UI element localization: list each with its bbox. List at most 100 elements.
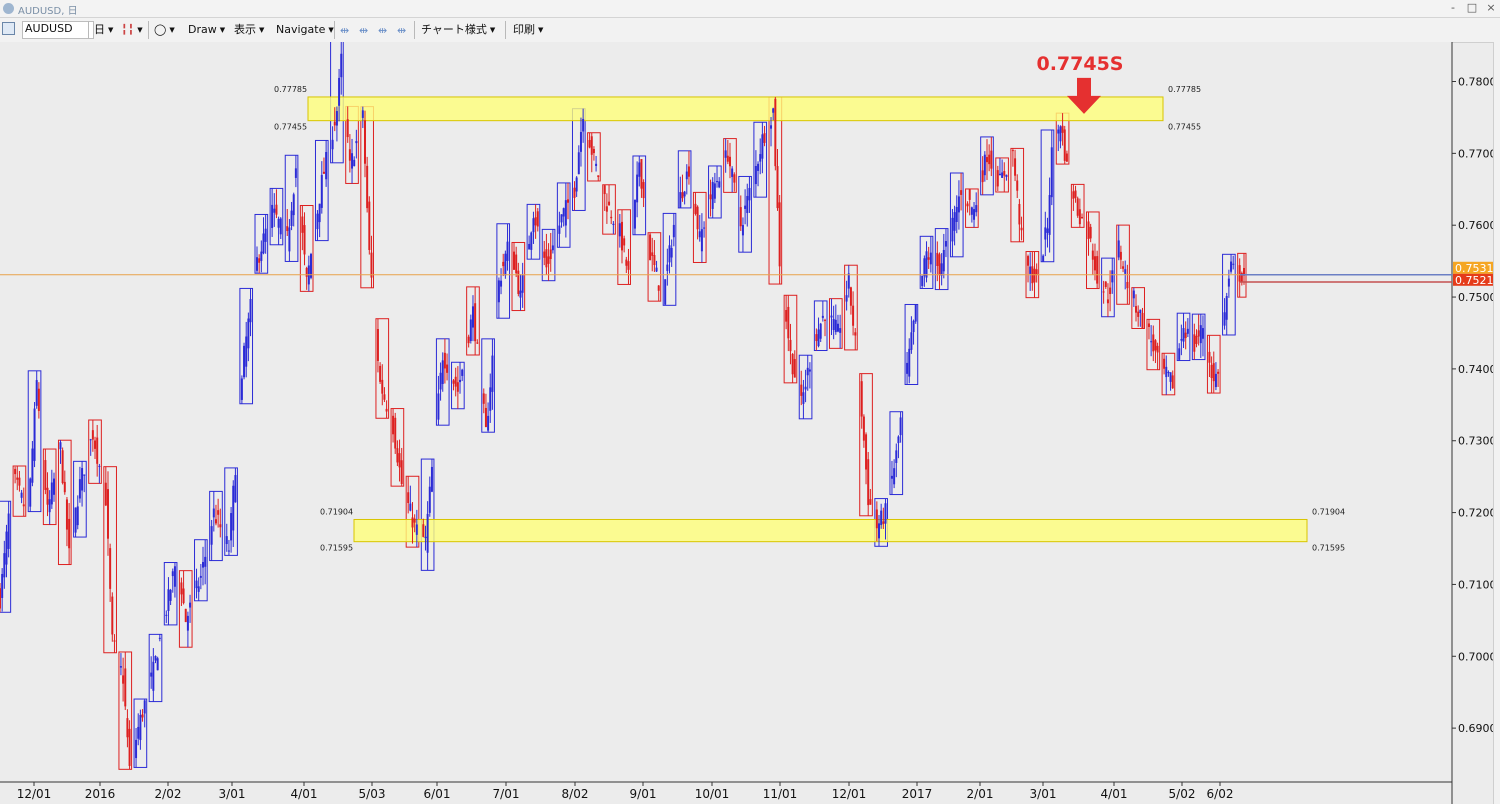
candlestick-chart[interactable]: 0.77785 0.77455 0.77785 0.77455 0.71904 0.715…	[0, 42, 1493, 804]
bullish-candle	[562, 207, 565, 227]
bearish-candle	[776, 149, 779, 211]
bullish-candle	[240, 375, 243, 404]
minimize-button[interactable]: -	[1451, 1, 1455, 14]
navigate-menu[interactable]: Navigate ▼	[276, 23, 334, 37]
bearish-candle	[1061, 113, 1064, 146]
weekly-range-box	[314, 139, 329, 242]
bullish-candle	[1111, 258, 1114, 294]
bullish-candle	[955, 195, 958, 234]
bullish-candle	[441, 352, 444, 392]
bearish-candle	[363, 110, 366, 178]
caret-down-icon: ▼	[219, 26, 226, 34]
bearish-candle	[446, 353, 449, 381]
weekly-range-box	[708, 165, 722, 219]
zoom-in-icon[interactable]: ⇹	[378, 24, 388, 37]
bearish-candle	[396, 440, 399, 467]
maximize-button[interactable]: □	[1466, 1, 1478, 14]
bearish-candle	[938, 252, 941, 290]
close-button[interactable]: ×	[1486, 1, 1496, 14]
weekly-range-box	[692, 191, 707, 263]
weekly-range-box	[284, 154, 299, 262]
bullish-candle	[1029, 252, 1032, 291]
bearish-candle	[379, 362, 382, 385]
bearish-candle	[0, 583, 1, 613]
bearish-candle	[1089, 223, 1092, 243]
bearish-candle	[627, 248, 630, 285]
bullish-candle	[232, 480, 235, 547]
bullish-candle	[426, 501, 429, 571]
zoom-out-icon[interactable]: ⇹	[397, 24, 407, 37]
bearish-candle	[1076, 196, 1079, 218]
x-tick-label: 5/02	[1169, 787, 1196, 801]
bearish-candle	[398, 439, 401, 482]
bullish-candle	[700, 213, 703, 263]
candle-style-icon[interactable]: ╏╏ ▼	[121, 23, 143, 36]
x-tick-label: 6/01	[424, 787, 451, 801]
weekly-range-box	[617, 209, 631, 285]
scroll-right-icon[interactable]: ⇹	[359, 24, 369, 37]
bearish-candle	[348, 134, 351, 173]
weekly-range-box	[995, 157, 1009, 193]
bearish-candle	[789, 323, 792, 365]
bullish-candle	[759, 138, 762, 175]
bullish-candle	[234, 467, 237, 503]
bearish-candle	[184, 608, 187, 623]
bearish-candle	[1217, 369, 1220, 387]
bearish-candle	[44, 449, 47, 495]
bearish-candle	[1074, 185, 1077, 203]
bullish-candle	[895, 443, 898, 478]
bullish-candle	[878, 515, 881, 547]
bearish-candle	[996, 165, 999, 192]
weekly-range-box	[1161, 352, 1176, 396]
print-menu[interactable]: 印刷 ▼	[513, 23, 543, 37]
bearish-candle	[111, 592, 114, 642]
bullish-candle	[636, 161, 639, 218]
scroll-left-icon[interactable]: ⇹	[340, 24, 350, 37]
period-selector[interactable]: 日 ▼	[94, 23, 113, 37]
bearish-candle	[1016, 174, 1019, 199]
caret-down-icon: ▼	[489, 26, 496, 34]
bearish-candle	[515, 246, 518, 278]
bearish-candle	[1208, 335, 1211, 378]
weekly-range-box	[647, 232, 662, 302]
x-tick-label: 12/01	[17, 787, 52, 801]
symbol-selector[interactable]: AUDUSD	[22, 21, 94, 39]
draw-menu[interactable]: Draw ▼	[188, 23, 225, 37]
bullish-candle	[459, 362, 462, 394]
x-tick-label: 2/02	[155, 787, 182, 801]
bearish-candle	[849, 286, 852, 315]
bullish-candle	[890, 460, 893, 495]
bearish-candle	[94, 436, 97, 460]
weekly-range-box	[27, 370, 42, 513]
bullish-candle	[577, 145, 580, 175]
bearish-candle	[1184, 321, 1187, 350]
bearish-candle	[709, 179, 712, 217]
bullish-candle	[262, 217, 265, 255]
bearish-candle	[1093, 243, 1096, 281]
chart-style-menu[interactable]: チャート様式 ▼	[421, 23, 495, 37]
bullish-candle	[504, 250, 507, 279]
bullish-candle	[139, 709, 142, 750]
bearish-candle	[1135, 294, 1138, 322]
bullish-candle	[316, 210, 319, 241]
weekly-range-box	[965, 188, 979, 228]
shape-tool-button[interactable]: ◯ ▼	[154, 23, 175, 37]
weekly-range-box	[1070, 183, 1085, 228]
price-zone[interactable]	[353, 518, 1308, 543]
display-menu[interactable]: 表示 ▼	[234, 23, 264, 37]
price-zone[interactable]	[307, 96, 1164, 122]
bullish-candle	[20, 489, 23, 504]
bearish-candle	[534, 204, 537, 239]
weekly-range-box	[511, 241, 526, 312]
weekly-range-box	[798, 354, 813, 420]
bullish-candle	[204, 539, 207, 585]
bullish-candle	[227, 539, 230, 556]
circle-icon: ◯	[154, 23, 167, 36]
weekly-range-box	[1010, 147, 1025, 243]
bearish-candle	[549, 232, 552, 272]
bearish-candle	[865, 432, 868, 485]
bearish-candle	[476, 339, 479, 345]
bearish-candle	[1104, 281, 1107, 289]
bullish-candle	[1214, 362, 1217, 391]
